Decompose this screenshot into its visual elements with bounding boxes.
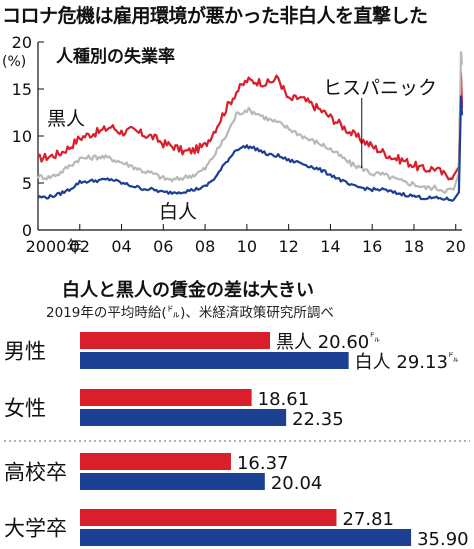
x-tick-label: 2000年 [26,237,83,256]
black-series-label: 黒人 [47,108,86,130]
x-tick-label: 16 [362,237,382,256]
y-tick-label: 10 [12,127,32,146]
x-tick-label: 06 [153,237,173,256]
y-tick-label: 0 [22,221,32,240]
bar-value-label: 35.90 [417,529,469,549]
bar-black [80,509,337,526]
x-tick-label: 12 [278,237,298,256]
bar-chart-title: 白人と黒人の賃金の差は大きい [62,280,314,301]
bar-value-label: 黒人 20.60㌦ [276,331,380,353]
x-tick-label: 14 [320,237,340,256]
x-tick-label: 20 [446,237,466,256]
bar-white [80,409,287,426]
bar-value-label: 18.61 [258,389,310,410]
y-tick-label: 5 [22,174,32,193]
x-tick-label: 04 [111,237,131,256]
main-title: コロナ危機は雇用環境が悪かった非白人を直撃した [2,5,428,27]
x-tick-label: 18 [404,237,424,256]
series-line-white [37,95,464,202]
line-chart-title: 人種別の失業率 [56,47,175,67]
hispanic-series-label: ヒスパニック [323,77,438,99]
bar-white [80,352,349,369]
y-tick-label: 15 [12,80,32,99]
x-tick-label: 02 [70,237,90,256]
bar-value-label: 22.35 [292,409,344,430]
series-line-black [37,71,464,181]
x-tick-label: 08 [195,237,215,256]
bar-value-label: 16.37 [237,453,289,474]
bar-value-label: 白人 29.13㌦ [355,351,459,373]
bar-black [80,389,252,406]
bar-white [80,473,265,490]
x-tick-label: 10 [237,237,257,256]
bar-value-label: 20.04 [271,473,323,494]
category-label: 高校卒 [4,461,67,485]
bar-chart-subtitle: 2019年の平均時給(㌦)、米経済政策研究所調べ [46,305,334,321]
category-label: 大学卒 [4,517,67,541]
white-series-label: 白人 [159,201,198,223]
category-label: 男性 [4,340,46,364]
bar-black [80,332,270,349]
y-axis-unit-label: (%) [2,54,27,70]
bar-value-label: 27.81 [342,509,394,530]
bar-black [80,453,231,470]
bar-white [80,529,412,546]
category-label: 女性 [4,397,46,421]
series-line-hispanic [37,51,464,194]
y-tick-label: 20 [12,33,32,52]
